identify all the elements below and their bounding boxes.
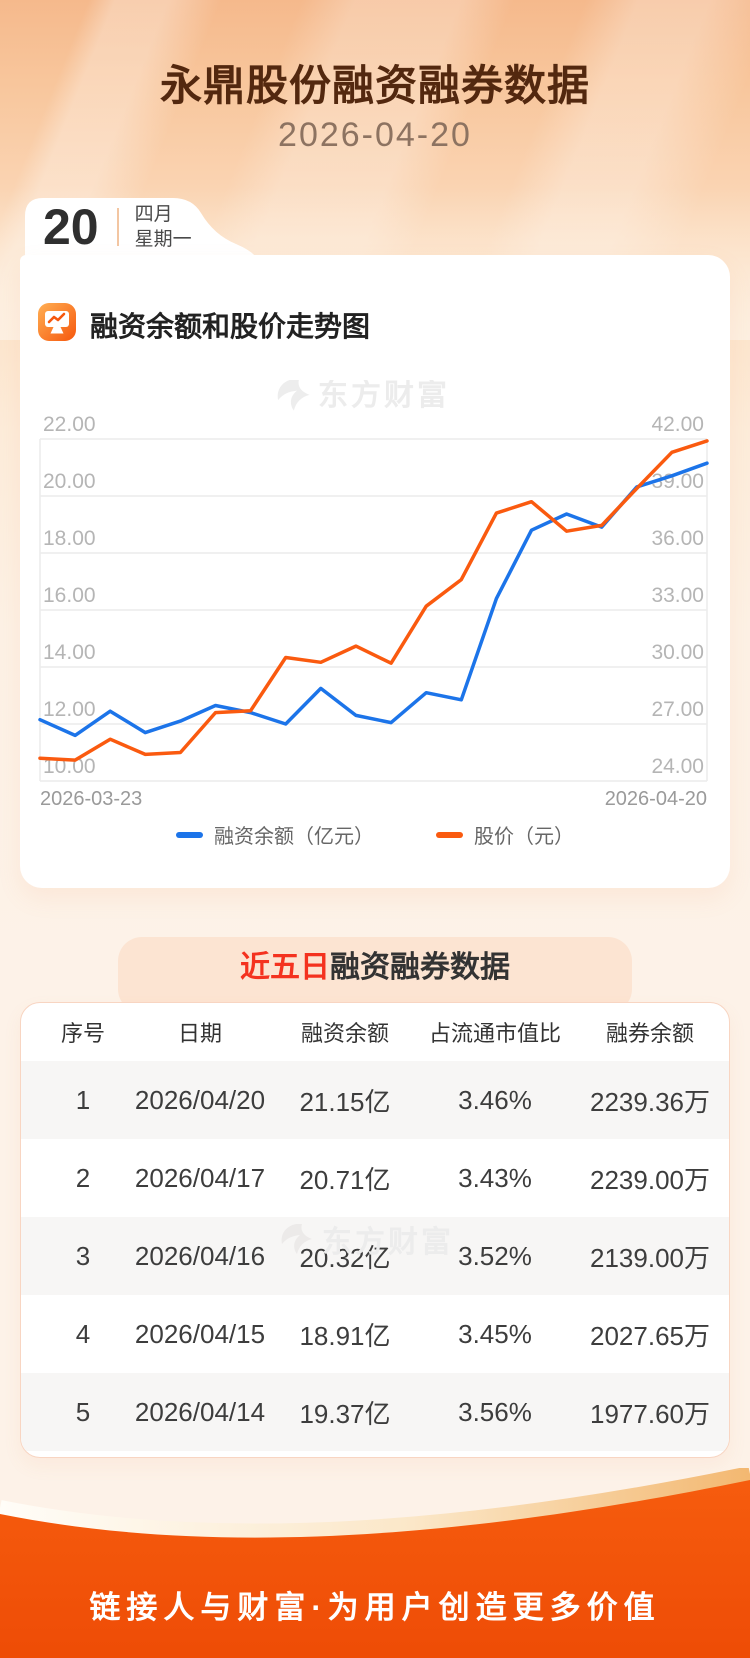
cell-market-cap-ratio: 3.46% [458, 1084, 532, 1115]
cell-short-balance: 2239.00万 [590, 1164, 710, 1195]
cell-index: 5 [75, 1396, 91, 1427]
cell-market-cap-ratio: 3.45% [458, 1318, 532, 1349]
legend-label: 股价（元） [474, 826, 574, 848]
column-header: 融资余额 [300, 1021, 389, 1046]
legend-item-stock-price: 股价（元） [436, 820, 574, 849]
cell-date: 2026/04/15 [134, 1318, 266, 1349]
legend-item-margin-balance: 融资余额（亿元） [176, 820, 374, 849]
chart-card [20, 255, 730, 888]
chart-section-title: 融资余额和股价走势图 [90, 310, 371, 342]
calendar-month: 四月 [134, 204, 173, 225]
blue-line-swatch-icon [176, 831, 203, 838]
x-axis-label-start: 2026-03-23 [40, 788, 142, 810]
column-header: 日期 [177, 1021, 222, 1046]
table-row: 5 2026/04/14 19.37亿 3.56% 1977.60万 [21, 1373, 729, 1451]
footer-slogan: 链接人与财富·为用户创造更多价值 [89, 1590, 661, 1625]
svg-text:12.00: 12.00 [43, 698, 96, 721]
page-title: 永鼎股份融资融券数据 [159, 62, 590, 109]
calendar-divider [116, 208, 119, 246]
cell-margin-balance: 19.37亿 [299, 1398, 391, 1429]
svg-text:30.00: 30.00 [651, 641, 704, 664]
cell-date: 2026/04/20 [134, 1084, 266, 1115]
cell-margin-balance: 20.71亿 [299, 1164, 391, 1195]
table-row: 2 2026/04/17 20.71亿 3.43% 2239.00万 [21, 1139, 729, 1217]
cell-date: 2026/04/16 [134, 1240, 266, 1271]
cell-index: 3 [75, 1240, 91, 1271]
watermark-text: 东方财富 [318, 380, 450, 412]
svg-text:33.00: 33.00 [651, 584, 704, 607]
line-chart: 东方财富 22.00 42.00 20.00 39.00 18.00 36.00 16.00… [20, 378, 730, 820]
svg-text:14.00: 14.00 [43, 641, 96, 664]
chart-section-header: 融资余额和股价走势图 [37, 302, 370, 347]
column-header: 融券余额 [605, 1021, 694, 1046]
column-header: 序号 [60, 1021, 105, 1046]
cell-index: 2 [75, 1162, 91, 1193]
svg-text:20.00: 20.00 [43, 470, 96, 493]
chart-legend: 融资余额（亿元） 股价（元） [0, 820, 750, 849]
table-title-highlight: 近五日 [240, 951, 330, 984]
svg-text:18.00: 18.00 [43, 527, 96, 550]
watermark-logo-icon: 东方财富 [277, 378, 450, 412]
table-title-banner [118, 937, 632, 1013]
column-header: 占流通市值比 [428, 1021, 561, 1046]
cell-date: 2026/04/17 [134, 1162, 266, 1193]
svg-text:16.00: 16.00 [43, 584, 96, 607]
calendar-badge-shape [25, 198, 255, 256]
table-row: 1 2026/04/20 21.15亿 3.46% 2239.36万 [21, 1061, 729, 1139]
orange-line-swatch-icon [436, 831, 463, 838]
calendar-weekday: 星期一 [134, 229, 192, 250]
cell-index: 4 [75, 1318, 91, 1349]
svg-text:27.00: 27.00 [651, 698, 704, 721]
chart-series-lines [38, 439, 709, 762]
calendar-badge: 20 四月 星期一 [25, 198, 255, 256]
cell-short-balance: 2027.65万 [590, 1320, 710, 1351]
cell-short-balance: 2239.36万 [590, 1086, 710, 1117]
chart-axis-ticks: 22.00 42.00 20.00 39.00 18.00 36.00 16.00 33.00… [43, 413, 704, 778]
chart-gridlines [39, 438, 708, 782]
x-axis-label-end: 2026-04-20 [605, 788, 707, 810]
svg-text:42.00: 42.00 [651, 413, 704, 436]
cell-date: 2026/04/14 [134, 1396, 266, 1427]
legend-label: 融资余额（亿元） [214, 826, 374, 848]
cell-market-cap-ratio: 3.52% [458, 1240, 532, 1271]
table-title-rest: 融资融券数据 [330, 951, 510, 984]
cell-market-cap-ratio: 3.56% [458, 1396, 532, 1427]
cell-index: 1 [75, 1084, 91, 1115]
table-row: 3 2026/04/16 20.32亿 3.52% 2139.00万 [21, 1217, 729, 1295]
cell-short-balance: 2139.00万 [590, 1242, 710, 1273]
cell-market-cap-ratio: 3.43% [458, 1162, 532, 1193]
monitor-chart-icon [37, 302, 77, 347]
cell-short-balance: 1977.60万 [590, 1398, 710, 1429]
cell-margin-balance: 18.91亿 [299, 1320, 391, 1351]
svg-text:36.00: 36.00 [651, 527, 704, 550]
cell-margin-balance: 20.32亿 [299, 1242, 391, 1273]
svg-text:24.00: 24.00 [651, 755, 704, 778]
table-section-title: 近五日融资融券数据 [0, 950, 750, 986]
calendar-day: 20 [43, 199, 99, 255]
five-day-table: 序号 日期 融资余额 占流通市值比 融券余额 1 2026/04/20 21.1… [20, 1002, 730, 1458]
cell-margin-balance: 21.15亿 [299, 1086, 391, 1117]
table-row: 4 2026/04/15 18.91亿 3.45% 2027.65万 [21, 1295, 729, 1373]
footer-wave [0, 1468, 750, 1658]
svg-text:22.00: 22.00 [43, 413, 96, 436]
table-header-row: 序号 日期 融资余额 占流通市值比 融券余额 [21, 1003, 729, 1061]
svg-text:39.00: 39.00 [651, 470, 704, 493]
header-date: 2026-04-20 [278, 116, 472, 154]
